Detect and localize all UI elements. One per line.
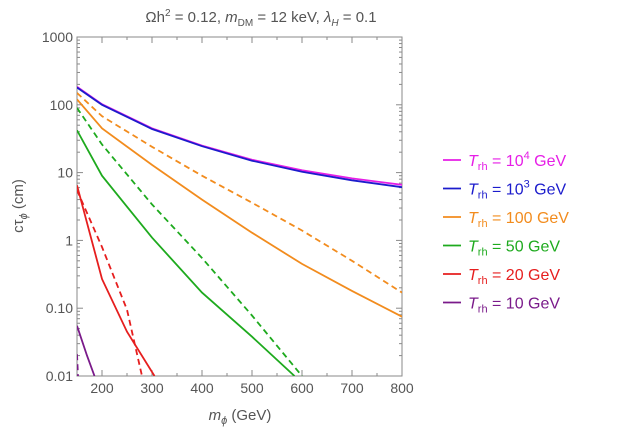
y-tick-label: 1000 [42, 29, 73, 45]
x-axis-tick-labels: 200 300 400 500 600 700 800 [90, 380, 414, 396]
series-line-1 [77, 86, 402, 189]
series-line-dashed-5 [77, 354, 79, 376]
series-line-2 [77, 98, 402, 318]
chart-title: Ωh2 = 0.12, mDM = 12 keV, λH = 0.1 [145, 8, 376, 29]
x-tick-label: 700 [340, 380, 364, 396]
y-tick-label: 0.01 [46, 368, 73, 384]
x-tick-label: 400 [190, 380, 214, 396]
legend-entry-3: Trh = 50 GeV [468, 239, 560, 259]
legend-entry-5: Trh = 10 GeV [468, 296, 560, 316]
series-line-dashed-3 [77, 107, 303, 376]
y-tick-label: 0.10 [46, 300, 73, 316]
y-tick-label: 100 [50, 97, 74, 113]
legend-entry-1: Trh = 103 GeV [468, 179, 567, 202]
x-tick-label: 800 [390, 380, 414, 396]
legend-entry-0: Trh = 104 GeV [468, 150, 567, 173]
axis-ticks [76, 36, 403, 377]
series-line-dashed-4 [77, 189, 143, 376]
series-line-5 [77, 325, 96, 376]
x-tick-label: 600 [290, 380, 314, 396]
x-axis-label: mϕ (GeV) [209, 407, 272, 427]
x-tick-label: 300 [140, 380, 164, 396]
plot-frame [76, 36, 403, 377]
y-axis-label: cτϕ (cm) [10, 179, 30, 233]
y-tick-label: 1 [65, 232, 73, 248]
legend-entry-4: Trh = 20 GeV [468, 267, 560, 287]
series-line-4 [77, 185, 156, 376]
x-tick-label: 500 [240, 380, 264, 396]
series-line-3 [77, 129, 296, 376]
legend-entry-2: Trh = 100 GeV [468, 210, 569, 230]
series-lines [77, 85, 402, 376]
y-axis-tick-labels: 0.01 0.10 1 10 100 1000 [42, 29, 73, 384]
series-line-0 [77, 85, 402, 186]
x-tick-label: 200 [90, 380, 114, 396]
series-line-dashed-2 [77, 92, 402, 294]
legend: Trh = 104 GeV Trh = 103 GeV Trh = 100 GeV T… [443, 150, 569, 316]
y-tick-label: 10 [57, 165, 73, 181]
